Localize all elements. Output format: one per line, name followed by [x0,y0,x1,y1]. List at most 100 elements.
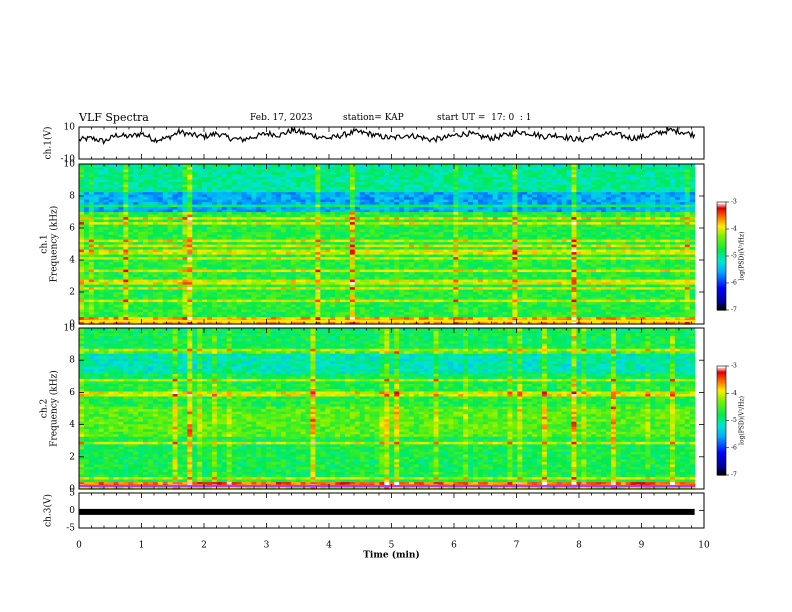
spectrogram-cell [305,249,312,253]
spectrogram-cell [103,231,110,235]
spectrogram-cell [335,309,341,313]
spectrogram-cell [133,266,139,270]
spectrogram-cell [152,286,159,290]
spectrogram-cell [103,226,110,230]
spectrogram-cell [645,226,651,230]
spectrogram-cell [236,236,243,240]
spectrogram-cell [679,261,686,265]
spectrogram-cell [453,259,459,263]
spectrogram-cell [438,229,445,233]
spectrogram-cell [133,261,139,265]
spectrogram-cell [561,231,568,235]
spectrogram-cell [246,316,252,320]
spectrogram-cell [251,316,257,320]
spectrogram-cell [310,231,316,235]
spectrogram-cell [320,299,326,303]
spectrogram-cell [635,254,642,258]
spectrogram-cell [453,299,459,303]
spectrogram-cell [615,321,622,325]
spectrogram-cell [295,231,302,235]
spectrogram-cell [276,316,282,320]
spectrogram-cell [408,254,415,258]
spectrogram-cell [556,241,563,245]
spectrogram-cell [463,316,469,320]
spectrogram-cell [211,304,218,308]
spectrogram-cell [640,304,646,308]
spectrogram-cell [123,246,129,250]
spectrogram-cell [384,239,390,243]
spectrogram-cell [596,269,602,273]
spectrogram-cell [384,321,390,325]
spectrogram-cell [620,279,627,283]
spectrogram-cell [295,249,302,253]
spectrogram-cell [330,286,336,290]
spectrogram-cell [79,306,85,310]
spectrogram-cell [369,261,376,265]
spectrogram-cell [418,274,425,278]
spectrogram-cell [226,301,233,305]
spectrogram-cell [665,276,671,280]
spectrogram-cell [541,299,548,303]
spectrogram-cell [231,284,238,288]
spectrogram-cell [423,234,430,238]
spectrogram-cell [88,244,95,248]
spectrogram-cell [443,264,449,268]
spectrogram-cell [645,281,651,285]
spectrogram-cell [601,276,607,280]
spectrogram-cell [655,294,661,298]
spectrogram-cell [620,286,627,290]
spectrogram-cell [285,271,292,275]
spectrogram-cell [556,276,563,280]
spectrogram-cell [251,251,257,255]
spectrogram-cell [340,309,346,313]
spectrogram-cell [374,259,381,263]
spectrogram-cell [167,304,174,308]
spectrogram-cell [157,311,164,315]
spectrogram-cell [473,301,479,305]
spectrogram-cell [689,264,696,268]
spectrogram-cell [123,284,129,288]
spectrogram-cell [320,246,326,250]
spectrogram-cell [433,234,440,238]
spectrogram-cell [418,239,425,243]
spectrogram-cell [374,229,381,233]
spectrogram-cell [502,299,509,303]
spectrogram-cell [128,234,134,238]
spectrogram-cell [79,266,85,270]
spectrogram-cell [172,309,179,313]
spectrogram-cell [300,269,307,273]
spectrogram-cell [113,304,119,308]
spectrogram-cell [143,249,149,253]
spectrogram-cell [527,241,533,245]
spectrogram-cell [216,241,223,245]
spectrogram-cell [527,274,533,278]
spectrogram-cell [310,291,316,295]
spectrogram-cell [123,281,129,285]
spectrogram-cell [507,246,513,250]
spectrogram-cell [354,301,361,305]
spectrogram-cell [147,311,154,315]
spectrogram-cell [458,291,464,295]
spectrogram-cell [98,231,105,235]
spectrogram-cell [571,241,578,245]
spectrogram-cell [497,231,504,235]
spectrogram-cell [482,301,489,305]
spectrogram-cell [556,286,563,290]
spectrogram-cell [650,239,656,243]
spectrogram-cell [517,304,523,308]
spectrogram-cell [251,274,257,278]
spectrogram-cell [83,226,90,230]
spectrogram-cell [256,316,262,320]
spectrogram-cell [236,301,243,305]
spectrogram-cell [103,241,110,245]
spectrogram-cell [349,316,356,320]
spectrogram-cell [561,309,568,313]
spectrogram-cell [103,271,110,275]
spectrogram-cell [551,266,558,270]
spectrogram-cell [108,314,115,318]
spectrogram-cell [216,239,223,243]
spectrogram-cell [138,286,144,290]
spectrogram-cell [502,309,509,313]
spectrogram-cell [566,306,573,310]
spectrogram-cell [487,236,494,240]
